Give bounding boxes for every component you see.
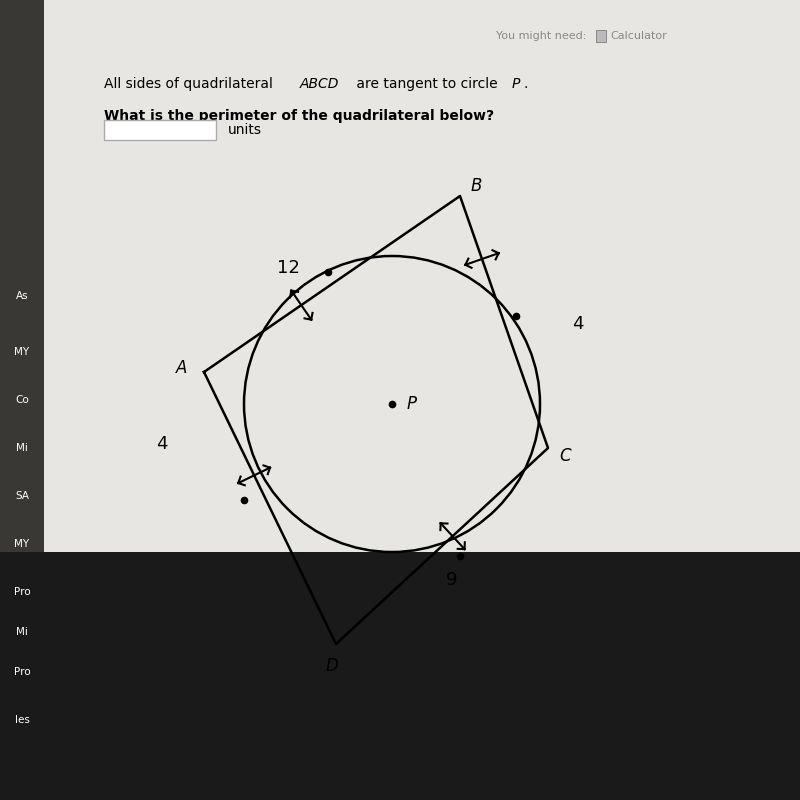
Text: SA: SA	[15, 491, 29, 501]
Text: ABCD: ABCD	[300, 77, 339, 91]
Text: As: As	[16, 291, 28, 301]
Text: 4: 4	[572, 315, 583, 333]
Text: Mi: Mi	[16, 627, 28, 637]
Text: Co: Co	[15, 395, 29, 405]
Text: les: les	[14, 715, 30, 725]
Text: B: B	[470, 178, 482, 195]
Text: 9: 9	[446, 571, 458, 589]
Bar	[104, 120, 216, 140]
Text: C: C	[560, 447, 571, 465]
Text: P: P	[406, 395, 416, 413]
Bar	[596, 30, 606, 42]
Text: are tangent to circle: are tangent to circle	[352, 77, 502, 91]
Text: Pro: Pro	[14, 587, 30, 597]
Text: A: A	[176, 359, 187, 377]
Text: You might need:: You might need:	[496, 31, 586, 41]
Text: What is the perimeter of the quadrilateral below?: What is the perimeter of the quadrilater…	[104, 109, 494, 123]
Text: Pro: Pro	[14, 667, 30, 677]
Text: MY: MY	[14, 539, 30, 549]
Text: P: P	[512, 77, 520, 91]
Text: 4: 4	[157, 435, 168, 453]
Text: .: .	[523, 77, 527, 91]
Bar	[44, 0, 800, 552]
Text: Calculator: Calculator	[610, 31, 667, 41]
Bar	[0, 0, 44, 552]
Text: All sides of quadrilateral: All sides of quadrilateral	[104, 77, 278, 91]
Text: MY: MY	[14, 347, 30, 357]
Text: units: units	[228, 123, 262, 138]
Text: 12: 12	[277, 259, 299, 277]
Text: D: D	[326, 658, 338, 675]
Text: Mi: Mi	[16, 443, 28, 453]
